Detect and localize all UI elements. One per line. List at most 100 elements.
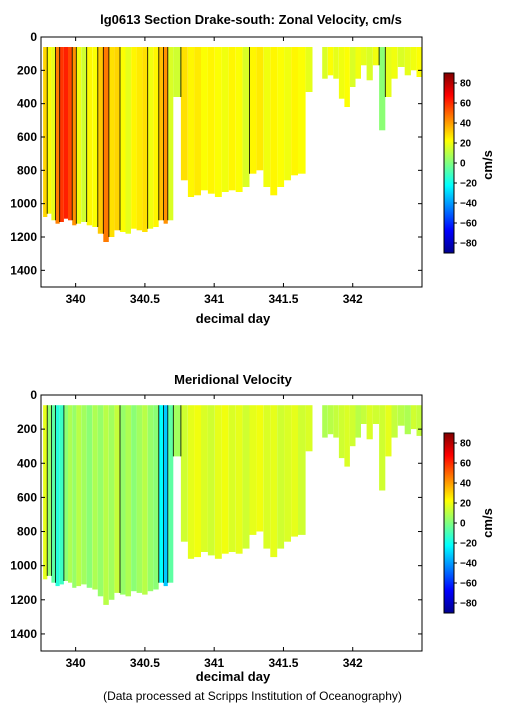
data-column	[59, 47, 64, 222]
data-column	[51, 405, 56, 583]
data-column	[108, 405, 115, 600]
data-column	[92, 47, 98, 227]
colorbar-tick-label: 80	[460, 79, 472, 90]
x-tick-label: 342	[343, 656, 363, 670]
colorbar-tick-label: 80	[460, 439, 472, 450]
colorbar-tick-label: 20	[460, 499, 472, 510]
data-column	[142, 47, 148, 232]
data-column	[391, 405, 398, 438]
data-column	[350, 47, 356, 87]
data-column	[372, 405, 379, 424]
data-column	[187, 405, 195, 559]
data-column	[158, 405, 164, 583]
colorbar-tick-label: −60	[460, 579, 477, 590]
data-column	[63, 47, 69, 219]
colorbar-tick-label: −80	[460, 239, 477, 250]
data-column	[163, 47, 168, 224]
data-column	[207, 47, 215, 194]
plot-frame	[40, 36, 423, 288]
data-column	[142, 405, 148, 595]
meridional-colorbar: 80 60 40 20 0 −20 −40 −60 −80	[443, 432, 477, 614]
colorbar-tick-label: −40	[460, 199, 477, 210]
data-column	[385, 405, 392, 457]
data-column	[410, 47, 417, 71]
data-column	[125, 47, 131, 234]
data-column	[125, 405, 131, 597]
x-tick-label: 341.5	[268, 656, 298, 670]
data-column	[397, 405, 405, 426]
data-column	[147, 405, 154, 592]
data-column	[214, 47, 222, 197]
y-tick-label: 200	[17, 422, 37, 436]
data-column	[291, 47, 298, 176]
data-column	[350, 405, 356, 447]
data-column	[180, 47, 188, 181]
plot-frame	[40, 394, 423, 652]
data-column	[355, 47, 361, 79]
x-tick-label: 340.5	[130, 656, 160, 670]
data-column	[207, 405, 215, 556]
data-column	[361, 405, 367, 424]
colorbar-tick-label: 40	[460, 119, 472, 130]
y-tick-label: 600	[17, 490, 37, 504]
data-column	[47, 405, 52, 576]
colorbar-tick-label: 60	[460, 459, 472, 470]
data-column	[416, 47, 422, 77]
y-tick-label: 1400	[10, 627, 37, 641]
data-column	[153, 47, 159, 227]
data-column	[305, 405, 313, 452]
y-tick-label: 0	[30, 388, 37, 402]
x-tick-label: 341	[204, 292, 224, 306]
data-column	[385, 47, 392, 97]
data-column	[72, 47, 77, 226]
data-column	[256, 405, 264, 532]
data-column	[201, 405, 208, 552]
data-column	[355, 405, 361, 438]
data-column	[270, 47, 278, 196]
data-column	[173, 47, 181, 97]
data-column	[366, 47, 373, 81]
chart-title: lg0613 Section Drake-south: Zonal Veloci…	[100, 12, 402, 27]
data-column	[68, 47, 73, 221]
chart-title: Meridional Velocity	[174, 372, 293, 387]
colorbar-scale	[443, 72, 455, 254]
data-column	[194, 405, 201, 558]
data-column	[108, 47, 115, 237]
zonal-velocity-plot-area: 340 340.5 341 341.5 342 0 200 400 600 800 1000 1200…	[10, 30, 423, 306]
data-column	[298, 405, 306, 535]
y-tick-label: 400	[17, 456, 37, 470]
y-tick-label: 1200	[10, 230, 37, 244]
colorbar-tick-label: 0	[460, 519, 466, 530]
data-column	[114, 405, 120, 593]
data-column	[249, 405, 257, 535]
data-column	[277, 405, 285, 549]
data-column	[72, 405, 77, 588]
data-column	[284, 47, 291, 181]
data-column	[333, 405, 339, 438]
data-column	[249, 47, 257, 174]
x-tick-label: 340	[66, 292, 86, 306]
data-column	[327, 405, 334, 435]
data-column	[263, 405, 271, 549]
data-column	[97, 405, 104, 597]
data-column	[59, 405, 64, 585]
x-tick-label: 342	[343, 292, 363, 306]
data-column	[235, 47, 243, 192]
data-column	[242, 405, 250, 549]
data-column	[194, 47, 201, 196]
y-tick-label: 1000	[10, 559, 37, 573]
data-column	[327, 47, 334, 76]
data-column	[158, 47, 164, 221]
data-column	[63, 405, 69, 581]
data-column	[391, 47, 398, 79]
x-tick-label: 341.5	[268, 292, 298, 306]
colorbar-tick-label: −20	[460, 539, 477, 550]
data-column	[180, 405, 188, 542]
data-column	[131, 405, 137, 592]
colorbar-tick-label: 60	[460, 99, 472, 110]
meridional-velocity-plot-area: 340 340.5 341 341.5 342 0 200 400 600 800 1000 1200…	[10, 388, 423, 670]
data-column	[136, 47, 143, 231]
y-tick-label: 1000	[10, 197, 37, 211]
y-tick-label: 600	[17, 130, 37, 144]
data-column	[103, 405, 109, 605]
